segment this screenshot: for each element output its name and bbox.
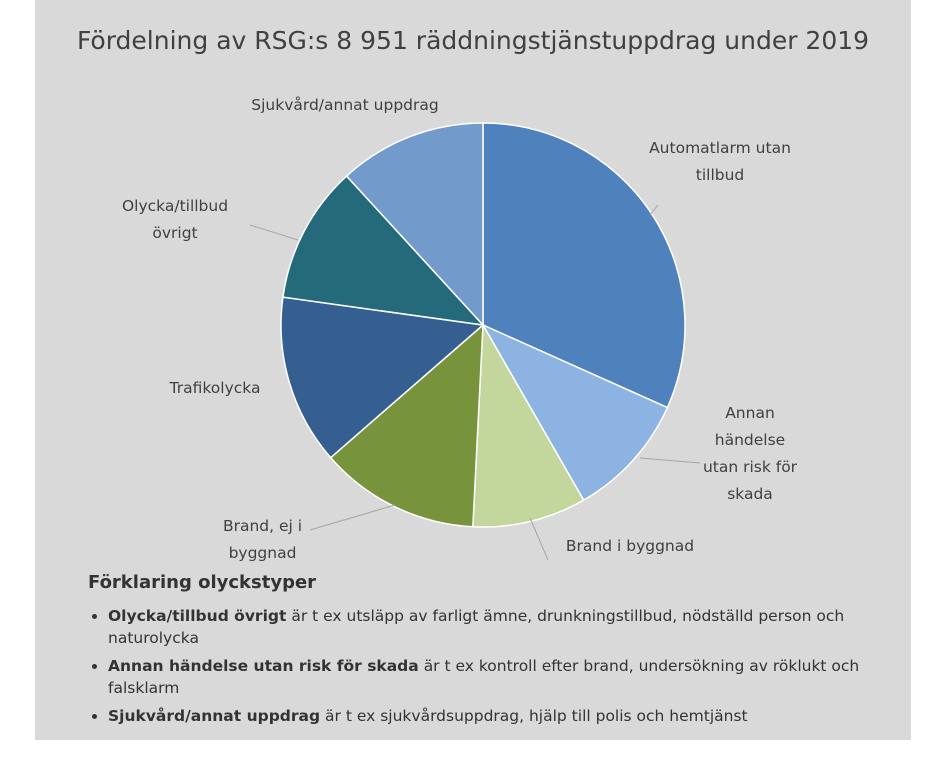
pie-slice xyxy=(345,122,484,327)
description: är t ex sjukvårdsuppdrag, hjälp till pol… xyxy=(325,707,748,725)
explanation-item: Annan händelse utan risk för skada är t … xyxy=(108,655,868,699)
slice-label: Sjukvård/annat uppdrag xyxy=(251,96,439,114)
chart-title: Fördelning av RSG:s 8 951 räddningstjäns… xyxy=(76,26,870,55)
leader-line xyxy=(639,457,701,464)
leader-line xyxy=(529,517,549,561)
panel: Fördelning av RSG:s 8 951 räddningstjäns… xyxy=(35,0,911,740)
pie-slice xyxy=(282,174,485,327)
leader-line xyxy=(309,504,396,531)
explanation-title: Förklaring olyckstyper xyxy=(88,572,317,593)
pie-slice xyxy=(482,122,686,409)
leader-line xyxy=(249,224,299,241)
slice-label: Annan händelse utan risk för skada xyxy=(702,404,798,503)
description: är t ex utsläpp av farligt ämne, drunkni… xyxy=(108,607,845,647)
term: Olycka/tillbud övrigt xyxy=(108,607,287,625)
term: Annan händelse utan risk för skada xyxy=(108,657,419,675)
explanation-list: Olycka/tillbud övrigt är t ex utsläpp av… xyxy=(88,605,868,733)
term: Sjukvård/annat uppdrag xyxy=(108,707,321,725)
leader-line xyxy=(649,204,659,216)
slice-label: Brand, ej i byggnad xyxy=(222,517,303,562)
slice-label: Olycka/tillbud övrigt xyxy=(121,197,229,242)
pie-slice xyxy=(472,322,585,528)
pie-slice xyxy=(280,296,485,459)
pie-chart xyxy=(249,122,701,561)
explanation-item: Olycka/tillbud övrigt är t ex utsläpp av… xyxy=(108,605,868,649)
pie-slice xyxy=(329,323,484,528)
description: är t ex kontroll efter brand, undersökni… xyxy=(108,657,860,697)
pie-slice xyxy=(481,323,669,502)
slice-label: Trafikolycka xyxy=(169,379,261,397)
explanation-item: Sjukvård/annat uppdrag är t ex sjukvårds… xyxy=(108,705,868,727)
slice-label: Brand i byggnad xyxy=(565,537,695,555)
slice-label: Automatlarm utan tillbud xyxy=(649,139,791,184)
